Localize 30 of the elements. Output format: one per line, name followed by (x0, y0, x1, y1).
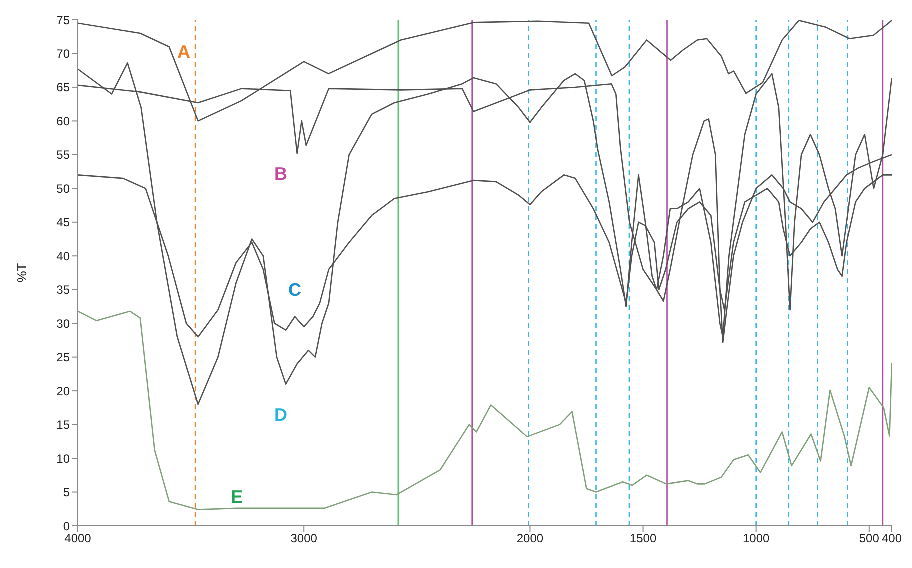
y-tick-label: 20 (56, 384, 70, 398)
x-tick-label: 1500 (630, 532, 657, 546)
x-tick-label: 400 (882, 532, 902, 546)
series-label: A (178, 42, 190, 62)
series-label: E (230, 487, 244, 507)
x-tick-label: 1000 (742, 532, 770, 546)
y-tick-label: 70 (56, 46, 70, 61)
series-label: C (288, 280, 302, 300)
x-tick-label: 500 (859, 532, 880, 546)
series-label: B (274, 164, 288, 184)
y-tick-label: 25 (56, 350, 70, 365)
y-axis-title: %T (14, 263, 30, 283)
x-tick-label: 4000 (64, 532, 92, 546)
line-series (78, 310, 892, 510)
y-tick-label: 55 (56, 148, 70, 162)
y-tick-label: 35 (56, 283, 70, 298)
y-tick-label: 50 (56, 182, 70, 196)
y-tick-label: 0 (63, 519, 70, 534)
y-tick-label: 45 (56, 216, 70, 230)
series-label: D (274, 405, 288, 425)
y-tick-label: 65 (56, 80, 70, 95)
y-tick-label: 10 (56, 452, 70, 466)
y-tick-label: 15 (56, 418, 70, 432)
y-tick-label: 75 (56, 13, 70, 28)
x-tick-label: 3000 (290, 532, 318, 546)
y-tick-label: 40 (56, 249, 70, 264)
y-tick-label: 5 (63, 486, 70, 500)
x-tick-label: 2000 (516, 532, 544, 546)
y-tick-label: 60 (56, 114, 70, 128)
y-tick-label: 30 (56, 316, 70, 331)
